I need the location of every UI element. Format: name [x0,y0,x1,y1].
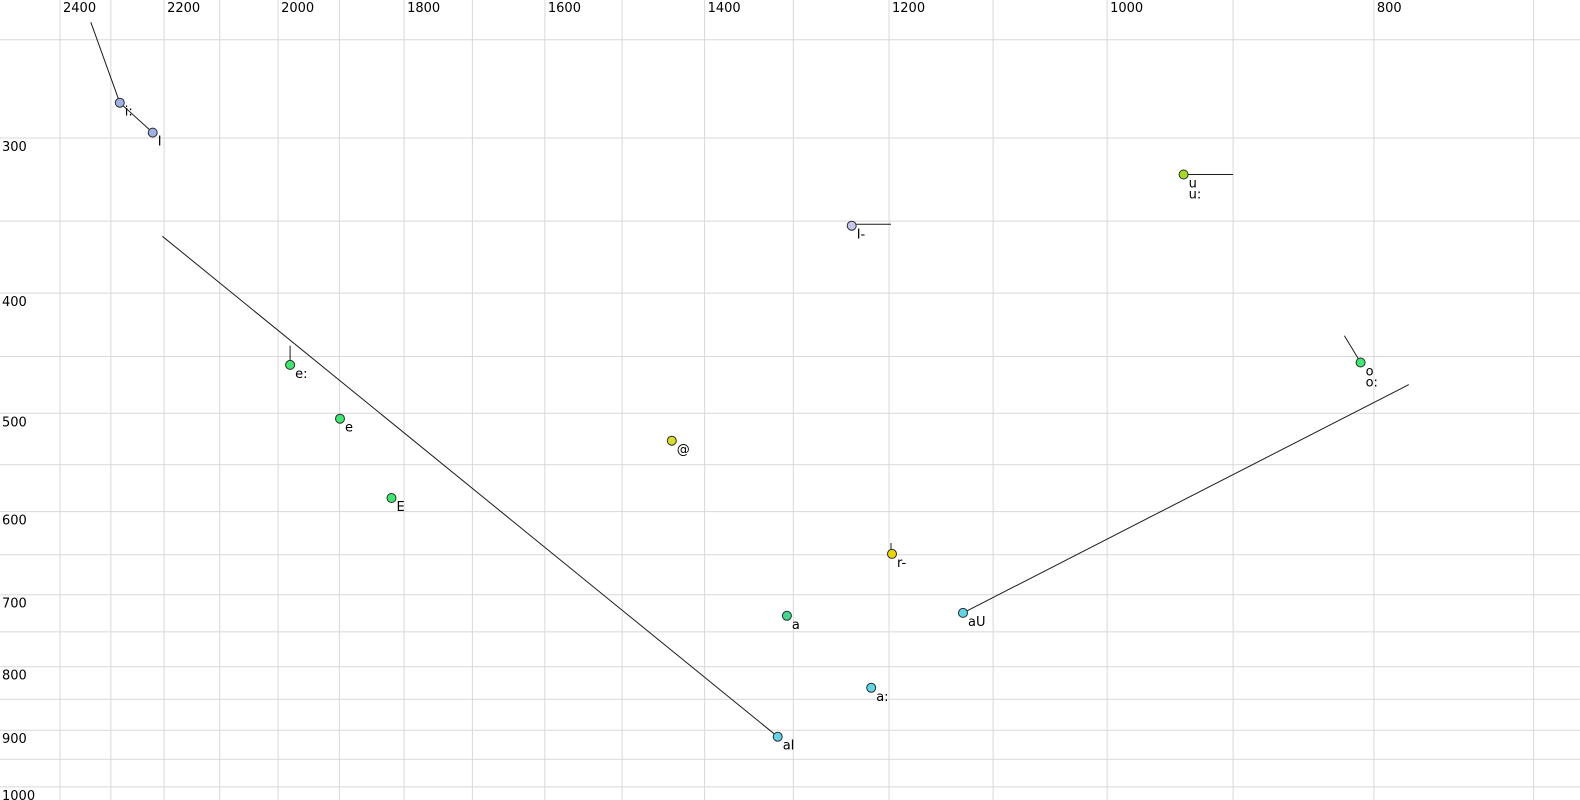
x-axis-tick-label: 2200 [167,1,200,16]
vowel-label-pt: @ [677,443,690,458]
x-axis-tick-label: 2400 [63,1,96,16]
vowel-label-e: e [345,421,353,436]
vowel-point-o[interactable] [1355,357,1366,368]
vowel-label-i: i: [125,105,133,120]
x-axis-tick-label: 2000 [281,1,314,16]
x-axis-tick-label: 1200 [892,1,925,16]
trajectory-line [162,235,779,738]
y-axis-tick-label: 600 [2,514,27,529]
x-axis-tick-label: 1800 [407,1,440,16]
vowel-label-u: u: [1189,188,1202,203]
trajectory-line [119,102,154,133]
vowel-label-I: I [158,135,162,150]
vowel-label-r: r- [897,556,907,571]
vowel-label-o: o [1366,365,1374,380]
y-axis-tick-label: 300 [2,140,27,155]
vowel-point-a[interactable] [866,682,877,693]
vowel-point-e[interactable] [335,413,345,424]
vowel-label-a: a: [876,690,888,705]
vowel-label-a: a [792,618,800,633]
x-axis-tick-label: 800 [1377,1,1402,16]
vowel-label-o: o: [1366,376,1378,391]
vowel-point-I[interactable] [147,127,158,138]
vowel-label-aU: aU [968,615,985,630]
y-axis-tick-label: 700 [2,597,27,612]
vowel-point-E[interactable] [386,493,397,503]
vowel-point-i[interactable] [114,97,125,108]
vowel-point-a[interactable] [781,610,792,621]
y-axis-tick-label: 1000 [2,789,35,800]
vowel-label-E: E [397,500,405,515]
vowel-label-e: e: [295,367,307,382]
y-axis-tick-label: 500 [2,415,27,430]
trajectory-line [90,22,121,103]
vowel-point-u[interactable] [1178,169,1189,180]
y-axis-tick-label: 900 [2,732,27,747]
vowel-point-I[interactable] [846,220,857,231]
x-axis-tick-label: 1000 [1110,1,1143,16]
vowel-point-aU[interactable] [958,607,968,618]
vowel-point-e[interactable] [285,359,296,370]
vowel-label-u: u [1189,177,1197,192]
vowel-label-I: I- [857,228,866,243]
vowel-point-aI[interactable] [772,731,783,742]
trajectory-line [962,384,1410,614]
y-axis-tick-label: 800 [2,669,27,684]
x-axis-tick-label: 1600 [548,1,581,16]
vowel-label-aI: aI [783,739,795,754]
trajectory-line [1343,335,1362,363]
vowel-point-pt[interactable] [666,435,677,446]
x-axis-tick-label: 1400 [708,1,741,16]
y-axis-tick-label: 400 [2,295,27,310]
vowel-point-r[interactable] [887,548,897,559]
